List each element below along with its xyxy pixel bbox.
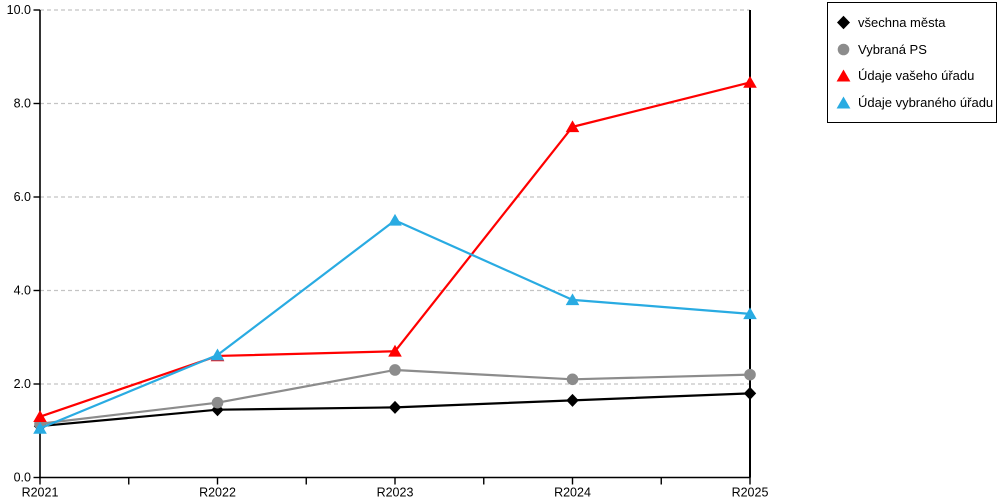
legend-triangle-icon bbox=[836, 69, 851, 82]
series-1-point-1-marker-circle bbox=[211, 396, 224, 409]
x-axis-tick-label: R2025 bbox=[732, 486, 769, 500]
y-axis-tick-label: 8.0 bbox=[14, 97, 31, 111]
series-1-point-4-marker-circle bbox=[744, 368, 756, 381]
series-3-point-2-marker-triangle bbox=[388, 213, 402, 226]
series-0-point-1-marker-diamond bbox=[211, 403, 224, 417]
chart-legend: všechna města Vybraná PS Údaje vašeho úřad… bbox=[827, 2, 997, 123]
series-0-point-4-marker-diamond bbox=[743, 386, 757, 400]
legend-label: Vybraná PS bbox=[858, 41, 927, 57]
legend-label: Údaje vašeho úřadu bbox=[858, 68, 975, 84]
series-3-point-1-marker-triangle bbox=[210, 348, 225, 361]
legend-item-0: všechna města bbox=[836, 15, 988, 30]
legend-triangle-icon bbox=[836, 96, 851, 109]
legend-item-2: Údaje vašeho úřadu bbox=[836, 68, 988, 83]
x-axis-tick-label: R2024 bbox=[554, 486, 591, 500]
series-3-point-3-marker-triangle bbox=[565, 293, 580, 306]
legend-item-1: Vybraná PS bbox=[836, 42, 988, 57]
series-2-point-0-marker-triangle bbox=[33, 410, 47, 423]
x-axis-tick-label: R2023 bbox=[377, 486, 414, 500]
legend-item-3: Údaje vybraného úřadu bbox=[836, 95, 993, 110]
series-0-point-2-marker-diamond bbox=[388, 400, 402, 414]
legend-label: Údaje vybraného úřadu bbox=[858, 95, 994, 111]
series-2-point-2-marker-triangle bbox=[388, 344, 402, 357]
y-axis-tick-label: 2.0 bbox=[14, 377, 31, 391]
series-3-point-4-marker-triangle bbox=[743, 307, 757, 320]
series-3-point-0-marker-triangle bbox=[33, 421, 47, 434]
x-axis-tick-label: R2022 bbox=[199, 486, 236, 500]
legend-diamond-icon bbox=[837, 15, 850, 30]
x-axis-tick-label: R2021 bbox=[22, 486, 59, 500]
series-1-point-2-marker-circle bbox=[389, 364, 401, 376]
y-axis-tick-label: 0.0 bbox=[14, 471, 31, 485]
legend-label: všechna města bbox=[858, 14, 946, 30]
series-2-point-4-marker-triangle bbox=[743, 75, 757, 88]
series-0-point-3-marker-diamond bbox=[566, 393, 579, 407]
series-1-point-3-marker-circle bbox=[566, 373, 579, 386]
legend-circle-icon bbox=[837, 43, 850, 55]
y-axis-tick-label: 10.0 bbox=[7, 3, 31, 17]
series-2-point-3-marker-triangle bbox=[565, 120, 580, 133]
y-axis-tick-label: 6.0 bbox=[14, 190, 31, 204]
y-axis-tick-label: 4.0 bbox=[14, 284, 31, 298]
